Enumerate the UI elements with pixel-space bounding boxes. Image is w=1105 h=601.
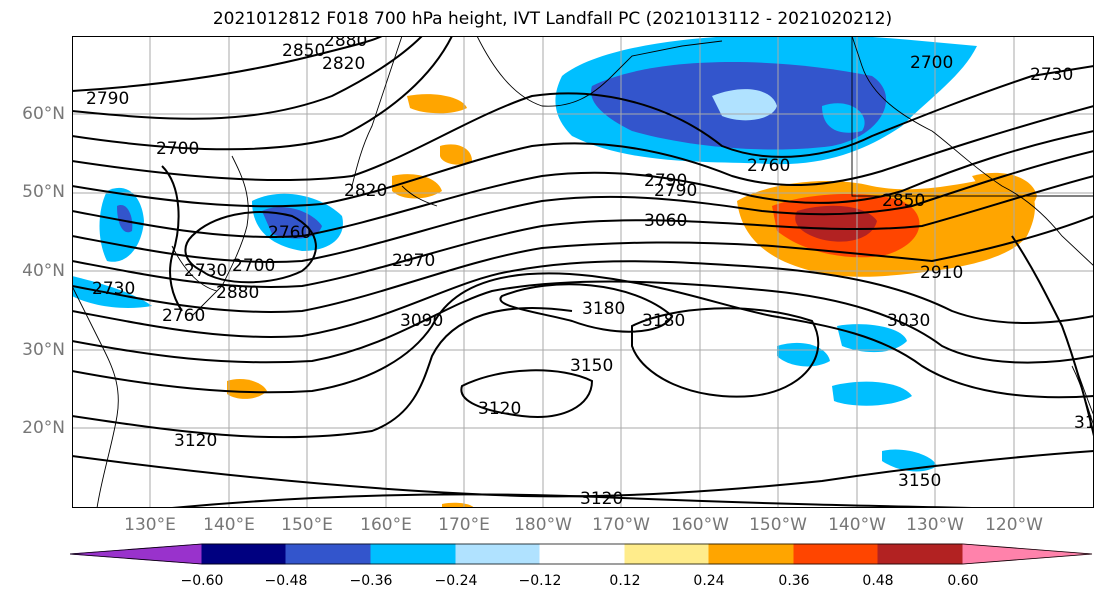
lon-label: 150°W <box>749 515 807 535</box>
lon-label: 140°E <box>203 515 255 535</box>
colorbar-segment <box>370 543 457 565</box>
map-title: 2021012812 F018 700 hPa height, IVT Land… <box>212 9 893 29</box>
lon-label: 150°E <box>281 515 333 535</box>
lon-label: 170°W <box>592 515 650 535</box>
contour-label: 2790 <box>86 89 129 109</box>
colorbar-tick: 0.60 <box>947 573 979 589</box>
lat-label: 20°N <box>22 418 65 438</box>
contour-label: 2820 <box>344 181 387 201</box>
contour-label: 2910 <box>920 263 963 283</box>
colorbar-tick: 0.36 <box>778 573 810 589</box>
lon-label: 180°W <box>514 515 572 535</box>
contour-label: 2880 <box>324 36 367 51</box>
colorbar-tick: −0.48 <box>264 573 308 589</box>
colorbar-tick: −0.60 <box>180 573 224 589</box>
graticule <box>72 36 1094 508</box>
contour-label: 2700 <box>232 256 275 276</box>
colorbar-tick: −0.12 <box>518 573 562 589</box>
contour-label: 3120 <box>478 399 521 419</box>
contour-label: 2820 <box>322 54 365 74</box>
lat-label: 50°N <box>22 182 65 202</box>
colorbar-segment <box>962 543 1093 565</box>
lon-label: 160°W <box>671 515 729 535</box>
contour-label: 2790 <box>654 181 697 201</box>
contour-label: 2760 <box>268 223 311 243</box>
colorbar-segment <box>539 543 626 565</box>
contour-label: 2970 <box>392 251 435 271</box>
colorbar-segment <box>877 543 964 565</box>
contour-label: 3120 <box>580 489 623 508</box>
colorbar-segment <box>455 543 541 565</box>
contour-label: 3180 <box>1074 413 1094 433</box>
contour-label: 2730 <box>92 279 135 299</box>
lon-label: 130°E <box>124 515 176 535</box>
contour-labels: 2880 2850 2820 2790 2700 2730 2760 2820 … <box>86 36 1094 508</box>
contour-label: 2790 <box>644 171 687 191</box>
contour-label: 2700 <box>910 53 953 73</box>
map-panel: 2880 2850 2820 2790 2700 2730 2760 2820 … <box>72 36 1094 508</box>
contour-label: 2730 <box>1030 65 1073 85</box>
lon-label: 140°W <box>828 515 886 535</box>
contour-label: 3090 <box>400 311 443 331</box>
lon-label: 160°E <box>360 515 412 535</box>
contour-label: 2760 <box>747 156 790 176</box>
contour-label: 3120 <box>174 431 217 451</box>
contour-label: 2700 <box>156 139 199 159</box>
colorbar-segment <box>285 543 372 565</box>
lon-label: 120°W <box>985 515 1043 535</box>
contour-label: 2850 <box>882 191 925 211</box>
colorbar-tick: 0.12 <box>609 573 641 589</box>
colorbar-tick: −0.36 <box>349 573 393 589</box>
colorbar-segment <box>708 543 795 565</box>
colorbar-outline <box>70 543 1093 565</box>
colorbar-segments <box>70 543 1093 565</box>
colorbar-tick: 0.48 <box>862 573 894 589</box>
contour-label: 2730 <box>184 261 227 281</box>
contour-label: 2880 <box>216 283 259 303</box>
contour-label: 3180 <box>642 311 685 331</box>
colorbar-segment <box>624 543 710 565</box>
lat-label: 60°N <box>22 104 65 124</box>
height-contours <box>72 36 1094 508</box>
colorbar-segment <box>793 543 879 565</box>
contour-label: 3150 <box>898 471 941 491</box>
contour-label: 2850 <box>282 41 325 61</box>
colorbar-segment <box>70 543 203 565</box>
colorbar-tick: 0.24 <box>693 573 725 589</box>
lon-label: 130°W <box>906 515 964 535</box>
contour-label: 3180 <box>582 299 625 319</box>
colorbar <box>70 543 1093 565</box>
contour-label: 2760 <box>162 306 205 326</box>
lat-label: 30°N <box>22 340 65 360</box>
contour-label: 3060 <box>644 211 687 231</box>
colorbar-segment <box>201 543 287 565</box>
lat-label: 40°N <box>22 261 65 281</box>
contour-label: 3030 <box>887 311 930 331</box>
lon-label: 170°E <box>438 515 490 535</box>
colorbar-tick: −0.24 <box>434 573 478 589</box>
contour-label: 3150 <box>570 356 613 376</box>
